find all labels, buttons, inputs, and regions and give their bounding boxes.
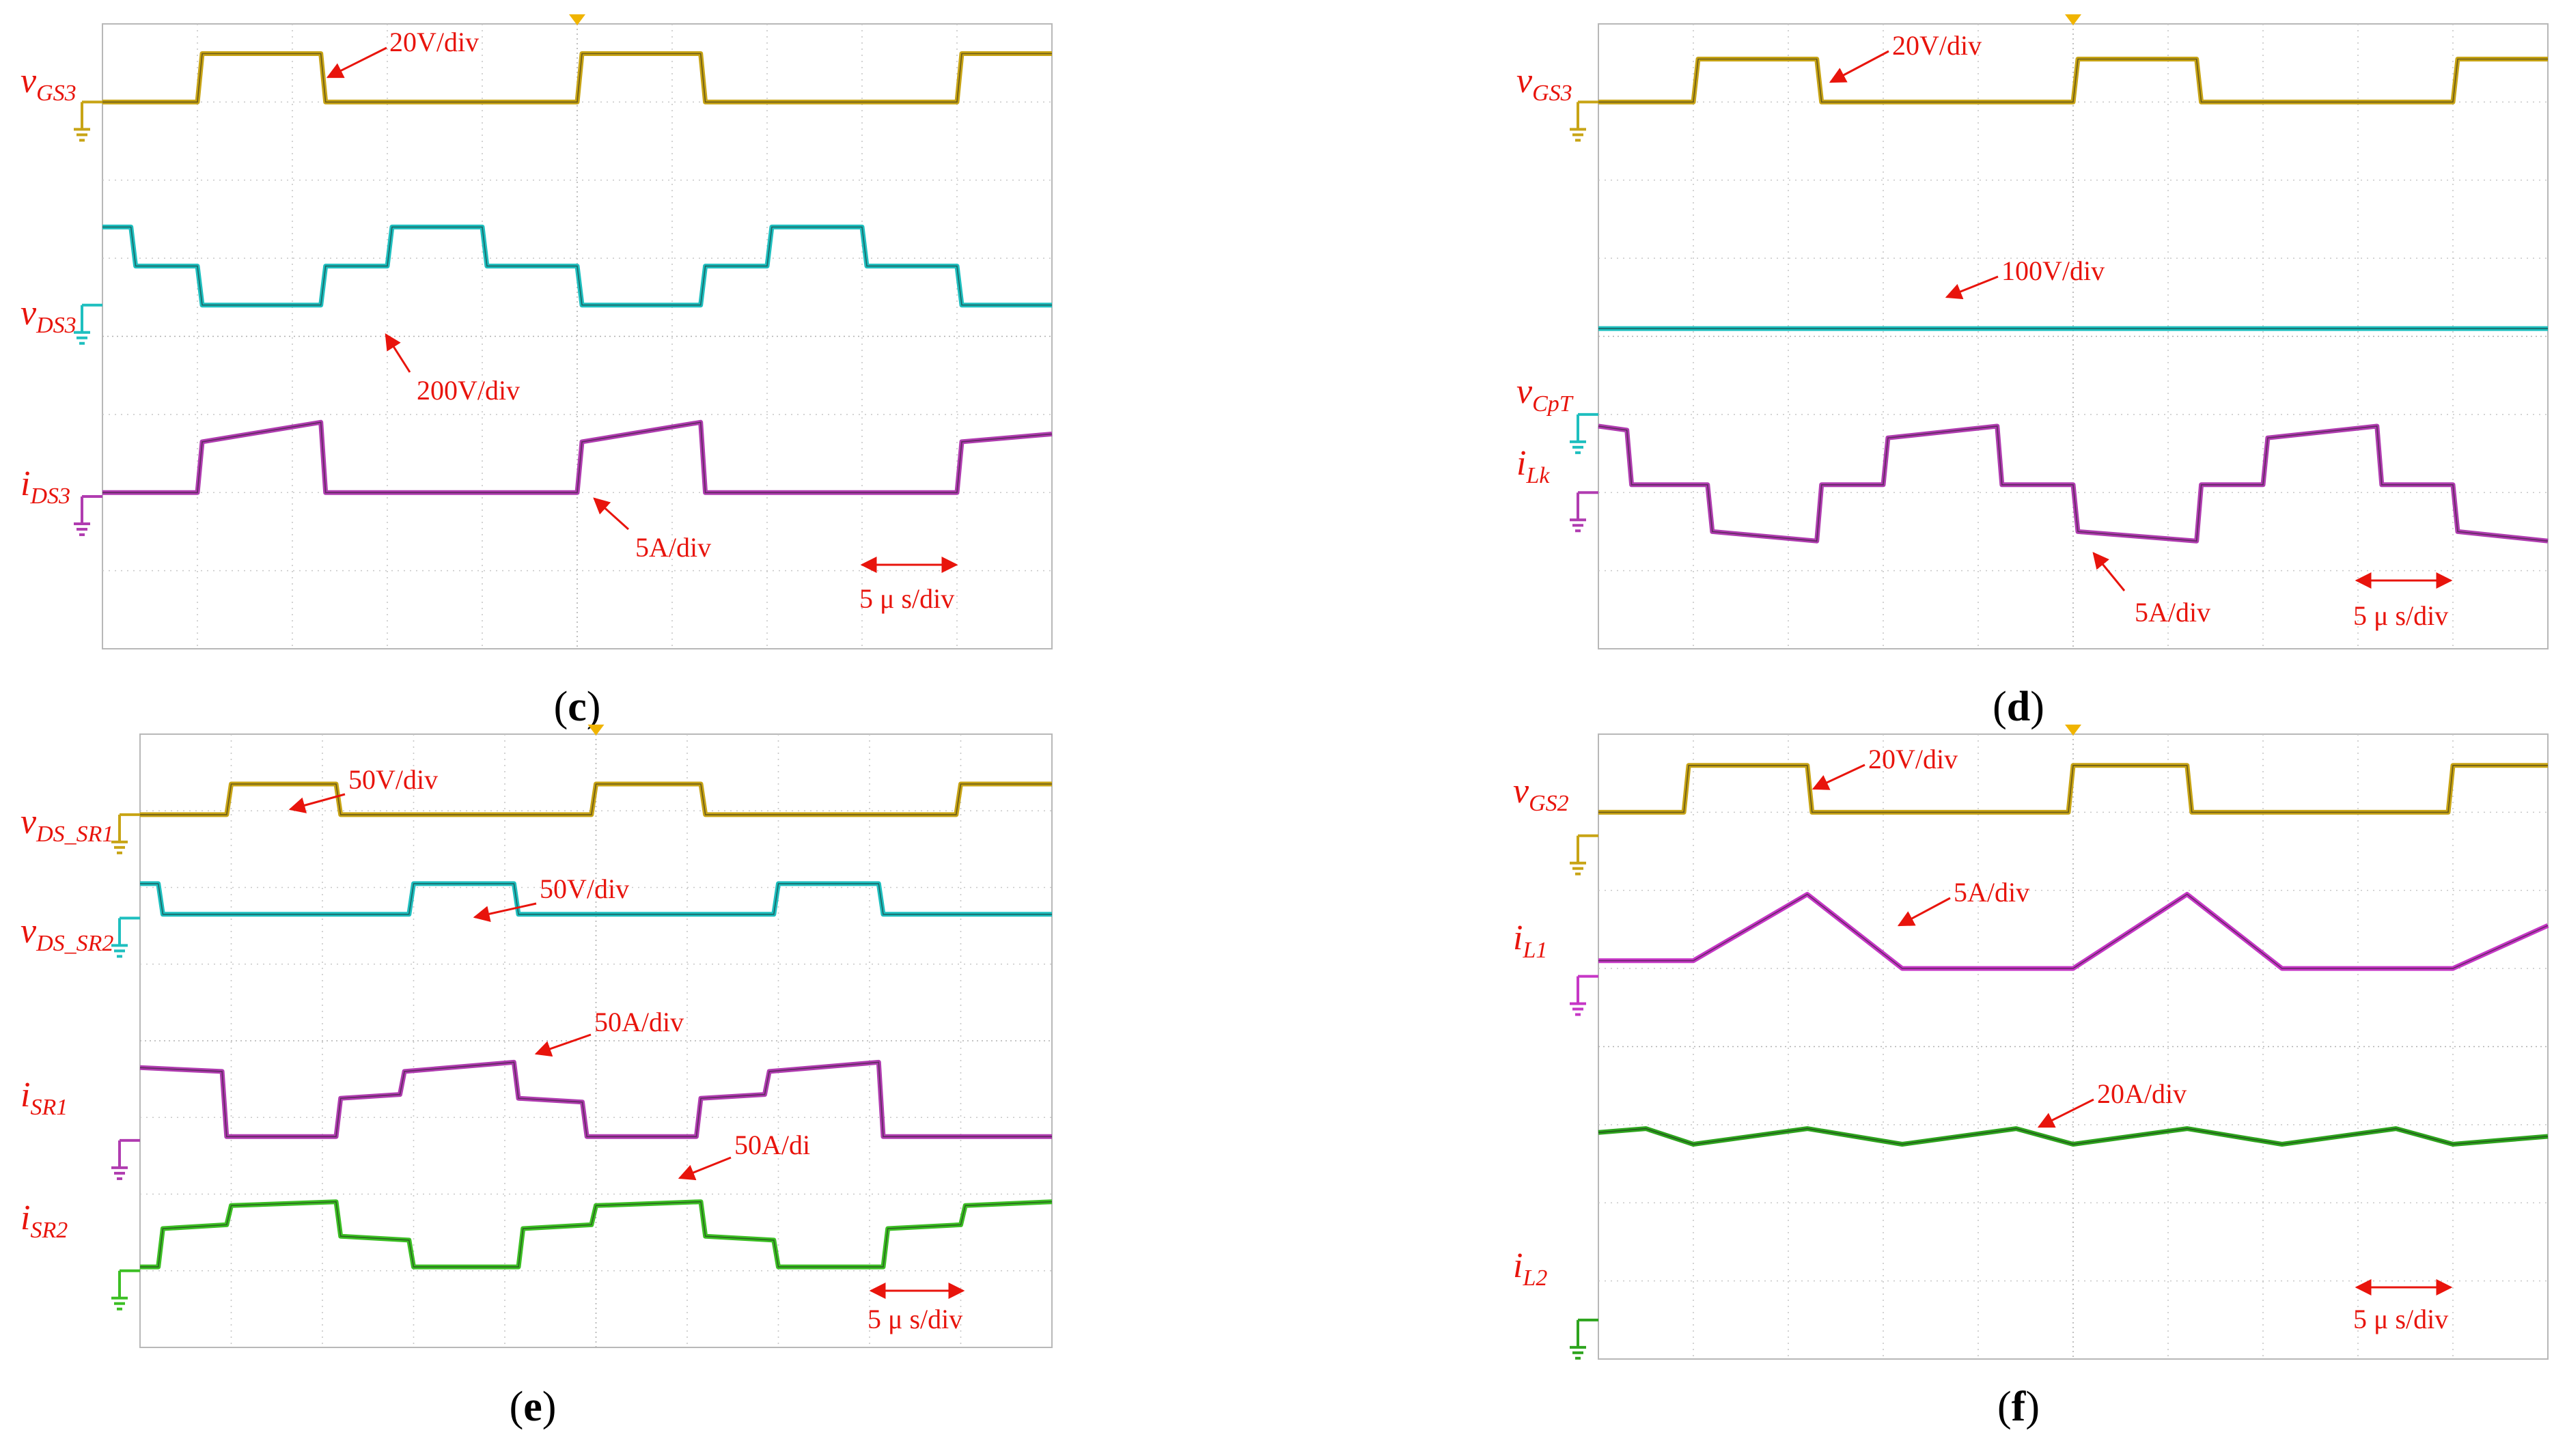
trace-core-vGS3 (102, 53, 1052, 103)
annotation-arrow (2092, 552, 2126, 591)
ground-marker-vDS_SR1 (111, 813, 140, 854)
scale-annotation: 20V/div (1868, 744, 1958, 774)
ground-markers (1570, 14, 2081, 533)
annotation-arrow (288, 793, 346, 813)
time-scale-annotation: 5 μ s/div (859, 583, 954, 614)
signal-label-vgs2: vGS2 (1513, 772, 1569, 816)
annotation-arrow (326, 46, 387, 79)
panel-caption: (f) (1997, 1384, 2040, 1430)
panel-caption: (e) (510, 1384, 557, 1430)
panel-caption: (d) (1993, 684, 2044, 730)
annotation-arrow (1829, 50, 1889, 83)
trace-core-iDS3 (102, 421, 1053, 494)
annotation-arrow (2037, 1098, 2094, 1128)
ground-marker-iL2 (1570, 1318, 1598, 1360)
scale-annotation: 20V/div (389, 27, 479, 57)
trace-core-iSR1 (139, 1061, 1052, 1138)
traces (1598, 57, 2549, 544)
trigger-marker (587, 725, 605, 736)
traces (139, 781, 1053, 1270)
ground-marker-iL1 (1570, 975, 1598, 1016)
ground-markers (74, 14, 585, 536)
scale-annotation: 20A/div (2097, 1078, 2187, 1109)
panel-f: vGS2 iL1 iL2 20V/div 5A/div 20A/div 5 μ … (1513, 725, 2549, 1430)
panel-caption: (c) (554, 684, 601, 730)
scale-annotation: 50V/div (540, 873, 629, 904)
trigger-marker (2065, 14, 2081, 25)
ground-marker-vCpT (1570, 412, 1598, 454)
scale-annotation: 50V/div (348, 764, 438, 795)
panel-d: vGS3 vCpT iLk 20V/div 100V/div 5A/div 5 … (1516, 14, 2549, 730)
grid (140, 734, 1052, 1347)
ground-marker-iSR1 (111, 1138, 140, 1180)
trace-core-iL2 (1598, 1128, 2549, 1145)
annotation-arrow (678, 1156, 732, 1181)
ground-markers (111, 725, 605, 1311)
signal-label-il1: iL1 (1513, 919, 1547, 963)
trace-core-iL1 (1598, 893, 2549, 969)
signal-label-ids3: iDS3 (20, 464, 70, 509)
traces (1598, 763, 2549, 1147)
signal-label-vgs3: vGS3 (20, 61, 77, 106)
ground-marker-vGS3 (74, 100, 102, 142)
trace-core-vGS2 (1598, 765, 2548, 813)
ground-marker-vGS2 (1570, 834, 1598, 876)
annotation-arrow (534, 1033, 592, 1057)
time-scale-annotation: 5 μ s/div (2353, 600, 2448, 631)
trace-core-iSR2 (140, 1201, 1053, 1268)
annotation-arrow (385, 333, 411, 373)
signal-label-vds-sr1: vDS_SR1 (20, 802, 113, 847)
scale-annotation: 20V/div (1892, 30, 1982, 61)
signal-label-isr2: iSR2 (20, 1199, 68, 1243)
ground-marker-vDS_SR2 (111, 916, 140, 958)
scale-annotation: 50A/di (734, 1130, 810, 1160)
ground-markers (1570, 725, 2081, 1360)
annotation-arrow (1897, 897, 1951, 927)
signal-label-vds-sr2: vDS_SR2 (20, 912, 113, 956)
annotation-arrow (473, 902, 537, 923)
scale-annotation: 50A/div (594, 1007, 684, 1037)
trace-core-vDS_SR2 (140, 883, 1052, 915)
ground-marker-vGS3 (1570, 100, 1598, 142)
signal-label-isr1: iSR1 (20, 1076, 68, 1120)
scale-annotation: 5A/div (2135, 597, 2210, 628)
trigger-marker (569, 14, 585, 25)
trace-core-vGS3 (1598, 58, 2548, 103)
scale-annotation: 5A/div (1954, 877, 2029, 908)
trace-core-vDS_SR1 (140, 783, 1052, 815)
traces (102, 51, 1053, 495)
trigger-marker (2065, 725, 2081, 736)
time-scale-annotation: 5 μ s/div (2353, 1304, 2448, 1334)
panel-c: vGS3 vDS3 iDS3 20V/div 200V/div 5A/div 5… (20, 14, 1053, 730)
signal-label-il2: iL2 (1513, 1246, 1547, 1291)
ground-marker-iSR2 (111, 1269, 140, 1311)
signal-label-ilk: iLk (1516, 444, 1550, 488)
signal-label-vds3: vDS3 (20, 294, 77, 338)
signal-label-vcpt: vCpT (1516, 372, 1574, 417)
scale-annotation: 5A/div (635, 532, 711, 563)
ground-marker-vDS3 (74, 303, 102, 345)
trace-core-vDS3 (102, 226, 1052, 306)
annotation-arrow (1812, 764, 1865, 790)
time-scale-annotation: 5 μ s/div (868, 1304, 962, 1334)
scale-annotation: 100V/div (2001, 255, 2105, 286)
trace-core-iLk (1598, 425, 2549, 542)
annotation-arrow (1945, 275, 1999, 300)
signal-label-vgs3: vGS3 (1516, 61, 1572, 106)
ground-marker-iDS3 (74, 494, 102, 536)
ground-marker-iLk (1570, 491, 1598, 533)
scale-annotation: 200V/div (417, 375, 520, 406)
panel-e: vDS_SR1 vDS_SR2 iSR1 iSR2 50V/div 50V/di… (20, 725, 1053, 1430)
annotation-arrow (593, 497, 630, 531)
